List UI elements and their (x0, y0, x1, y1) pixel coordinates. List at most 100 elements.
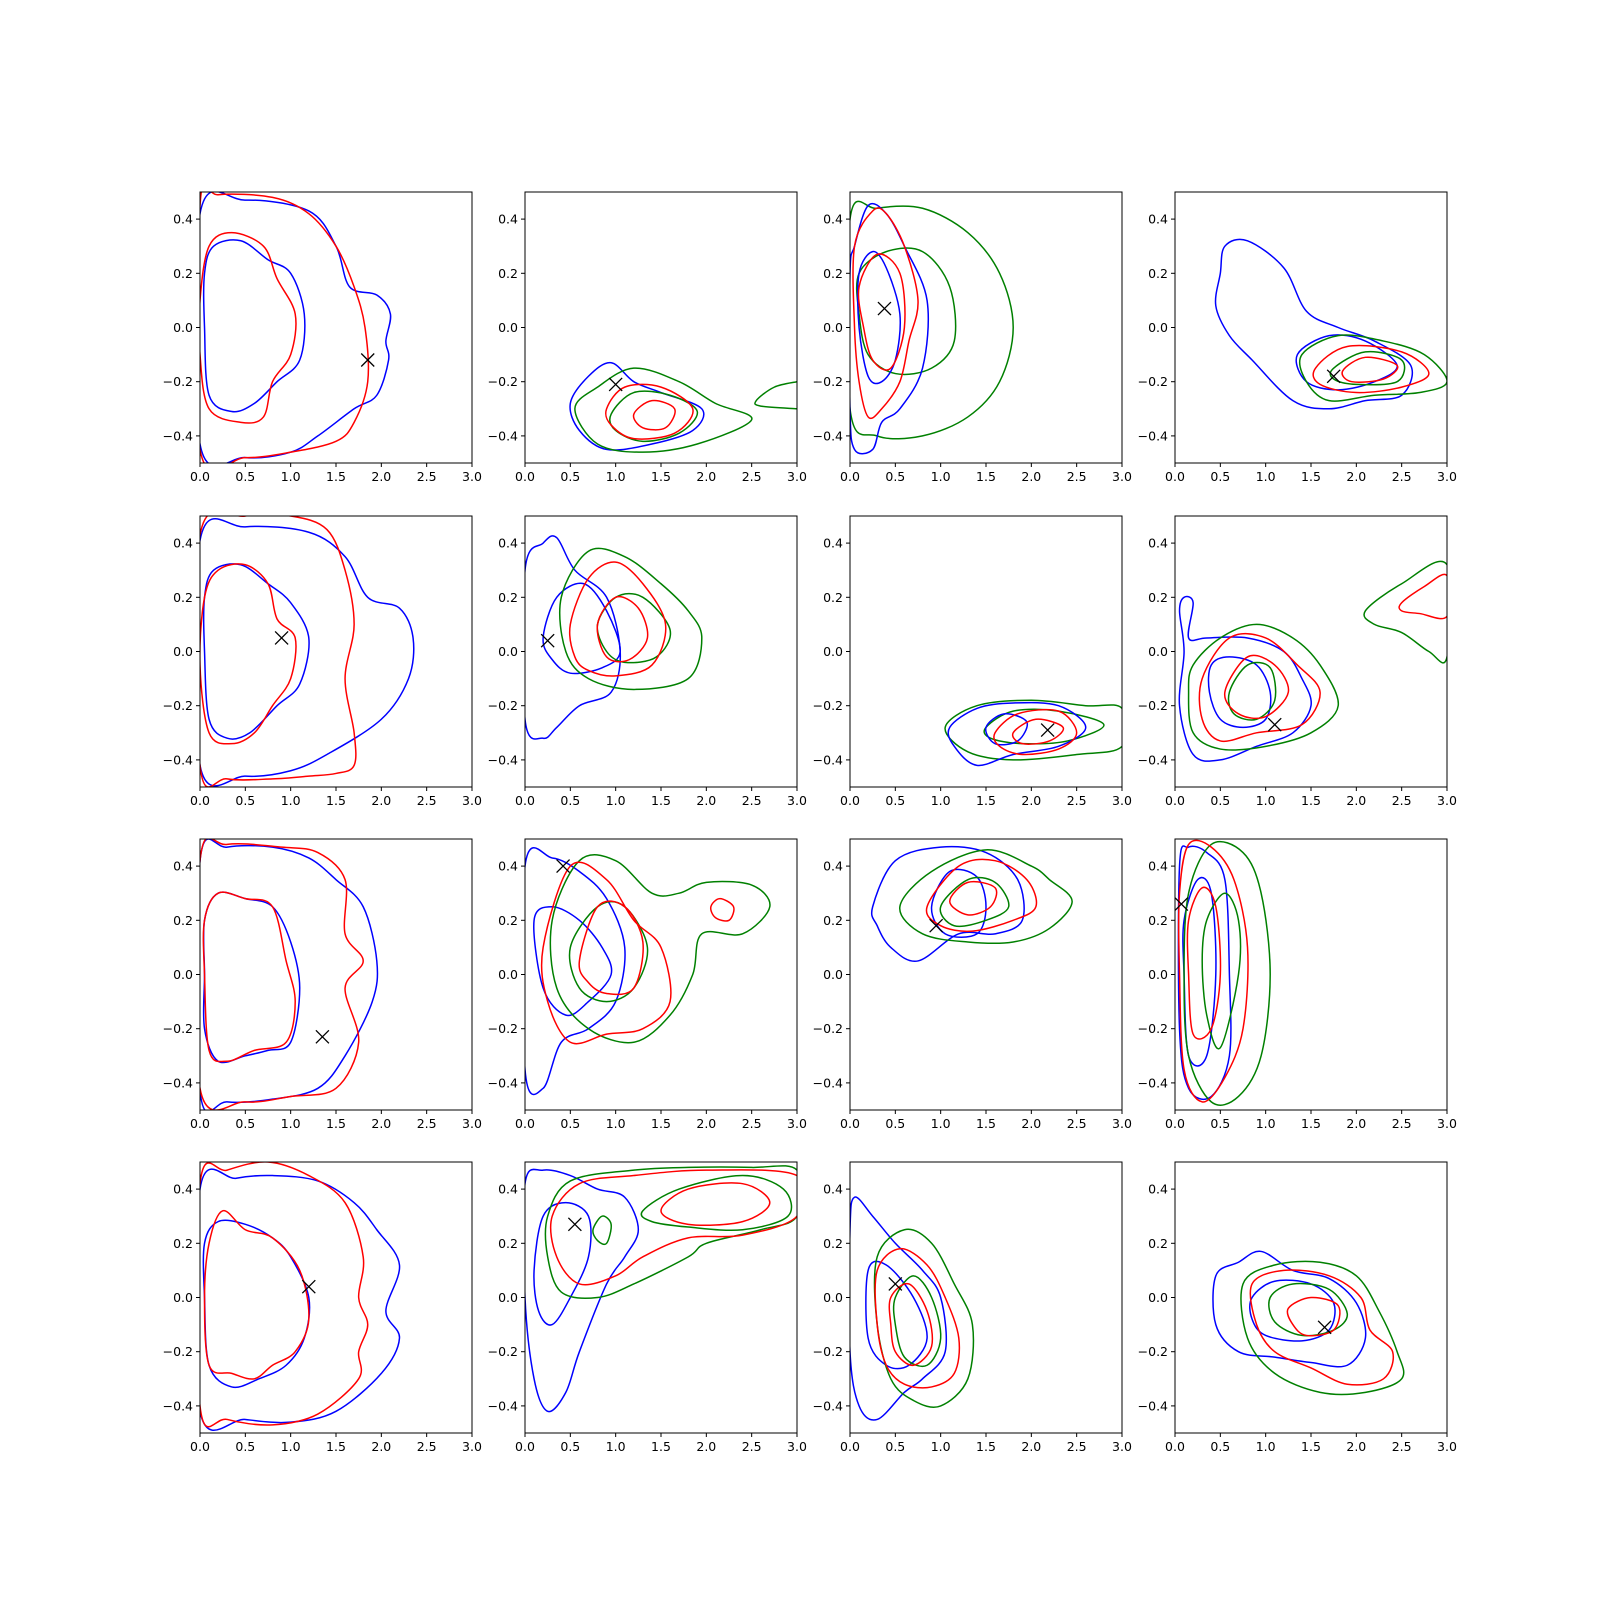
y-tick-label: −0.4 (488, 428, 518, 443)
green-contour-level-1 (558, 547, 703, 691)
x-tick-label: 0.5 (235, 1116, 255, 1131)
contour-group (525, 1165, 797, 1413)
y-tick-label: −0.2 (163, 374, 193, 389)
x-tick-label: 1.5 (976, 793, 996, 808)
blue-contour-level-2 (865, 1260, 928, 1370)
x-tick-label: 2.0 (1021, 793, 1041, 808)
subplot-r3-c3: 0.0 0.5 1.0 1.5 2.0 2.5 3.0 −0.4 −0.2 0.0 0.2 0.4 (813, 838, 1132, 1131)
x-tick-label: 1.0 (1256, 1439, 1276, 1454)
x-tick-label: 2.0 (1346, 1439, 1366, 1454)
y-tick-label: 0.4 (823, 536, 843, 551)
x-tick-label: 1.0 (281, 1439, 301, 1454)
red-contour-level-2 (200, 231, 297, 424)
x-marker (1267, 717, 1282, 732)
red-contour-level-2 (1186, 886, 1222, 1040)
y-tick-label: −0.2 (1138, 698, 1168, 713)
x-tick-label: 2.0 (371, 1439, 391, 1454)
x-tick-label: 2.5 (742, 469, 762, 484)
x-tick-label: 2.5 (1392, 793, 1412, 808)
red-contour-level-1 (1198, 632, 1321, 743)
x-tick-label: 1.0 (931, 793, 951, 808)
subplot-r4-c1: 0.0 0.5 1.0 1.5 2.0 2.5 3.0 −0.4 −0.2 0.0 0.2 0.4 (163, 1161, 482, 1454)
x-tick-label: 3.0 (1112, 793, 1132, 808)
y-tick-label: 0.0 (1148, 1290, 1168, 1305)
x-tick-label: 1.0 (281, 793, 301, 808)
y-tick-label: 0.4 (1148, 536, 1168, 551)
y-tick-label: 0.2 (173, 266, 193, 281)
subplot-r3-c4: 0.0 0.5 1.0 1.5 2.0 2.5 3.0 −0.4 −0.2 0.0 0.2 0.4 (1138, 838, 1457, 1131)
x-tick-label: 2.5 (742, 1439, 762, 1454)
x-tick-label: 1.0 (1256, 793, 1276, 808)
blue-contour-level-1 (947, 701, 1087, 767)
y-tick-label: 0.2 (1148, 913, 1168, 928)
y-tick-label: 0.0 (173, 1290, 193, 1305)
green-contour-level-3 (1363, 560, 1447, 664)
green-contour-level-1 (944, 699, 1122, 761)
x-tick-label: 1.0 (931, 469, 951, 484)
blue-contour-level-1 (569, 361, 705, 451)
x-marker (929, 918, 944, 933)
x-tick-label: 3.0 (787, 793, 807, 808)
x-tick-label: 0.5 (885, 793, 905, 808)
contour-group (569, 361, 797, 453)
x-tick-label: 2.5 (742, 793, 762, 808)
y-tick-label: −0.2 (163, 1021, 193, 1036)
red-contour-level-2 (1286, 1296, 1341, 1337)
x-tick-label: 2.0 (1346, 469, 1366, 484)
contour-group (850, 1196, 975, 1421)
x-tick-label: 1.5 (651, 1116, 671, 1131)
y-tick-label: −0.4 (1138, 1075, 1168, 1090)
red-contour-level-2 (888, 1282, 934, 1367)
red-contour-level-2 (202, 891, 296, 1063)
y-tick-label: −0.4 (813, 752, 843, 767)
y-tick-label: 0.0 (823, 967, 843, 982)
x-tick-label: 1.0 (606, 1116, 626, 1131)
x-tick-label: 0.5 (560, 469, 580, 484)
red-contour-level-2 (1223, 654, 1290, 720)
green-contour-level-1 (1299, 334, 1447, 402)
x-tick-label: 1.0 (931, 1439, 951, 1454)
blue-contour-level-2 (202, 239, 306, 413)
x-tick-label: 1.5 (326, 1439, 346, 1454)
red-contour-level-1 (1312, 344, 1430, 394)
blue-contour-level-1 (870, 845, 1025, 963)
y-tick-label: 0.0 (498, 320, 518, 335)
y-tick-label: −0.4 (488, 1075, 518, 1090)
blue-contour-level-1 (200, 192, 392, 463)
blue-contour-level-1 (1214, 238, 1414, 410)
x-marker (315, 1029, 330, 1044)
x-tick-label: 2.0 (696, 1116, 716, 1131)
red-contour-level-1 (1177, 839, 1249, 1103)
x-tick-label: 0.0 (840, 469, 860, 484)
x-tick-label: 0.0 (190, 793, 210, 808)
blue-contour-level-1 (850, 1196, 948, 1421)
x-tick-label: 0.0 (515, 1116, 535, 1131)
x-tick-label: 1.5 (326, 793, 346, 808)
y-tick-label: 0.4 (1148, 212, 1168, 227)
contour-group (1212, 1250, 1405, 1396)
x-tick-label: 0.0 (1165, 1116, 1185, 1131)
x-marker (888, 1276, 903, 1291)
green-contour-level-2 (1201, 892, 1242, 1050)
y-tick-label: −0.4 (163, 752, 193, 767)
x-tick-label: 1.0 (606, 469, 626, 484)
blue-contour-level-2 (984, 712, 1029, 746)
subplot-r2-c2: 0.0 0.5 1.0 1.5 2.0 2.5 3.0 −0.4 −0.2 0.0 0.2 0.4 (488, 515, 807, 808)
red-contour-level-1 (200, 516, 357, 787)
red-contour-level-1 (604, 383, 694, 440)
x-tick-label: 2.5 (417, 1116, 437, 1131)
red-contour-level-1 (874, 1247, 961, 1389)
green-contour-level-2 (892, 1275, 942, 1368)
x-tick-label: 2.5 (1067, 1439, 1087, 1454)
x-tick-label: 2.5 (742, 1116, 762, 1131)
x-marker (360, 353, 375, 367)
x-tick-label: 0.5 (1210, 469, 1230, 484)
red-contour-level-1 (1249, 1269, 1394, 1386)
y-tick-label: −0.4 (1138, 428, 1168, 443)
x-tick-label: 0.0 (190, 469, 210, 484)
x-tick-label: 2.0 (1021, 469, 1041, 484)
y-tick-label: 0.0 (823, 1290, 843, 1305)
x-tick-label: 2.0 (1021, 1116, 1041, 1131)
x-tick-label: 0.0 (515, 469, 535, 484)
green-contour-level-1 (574, 367, 753, 453)
